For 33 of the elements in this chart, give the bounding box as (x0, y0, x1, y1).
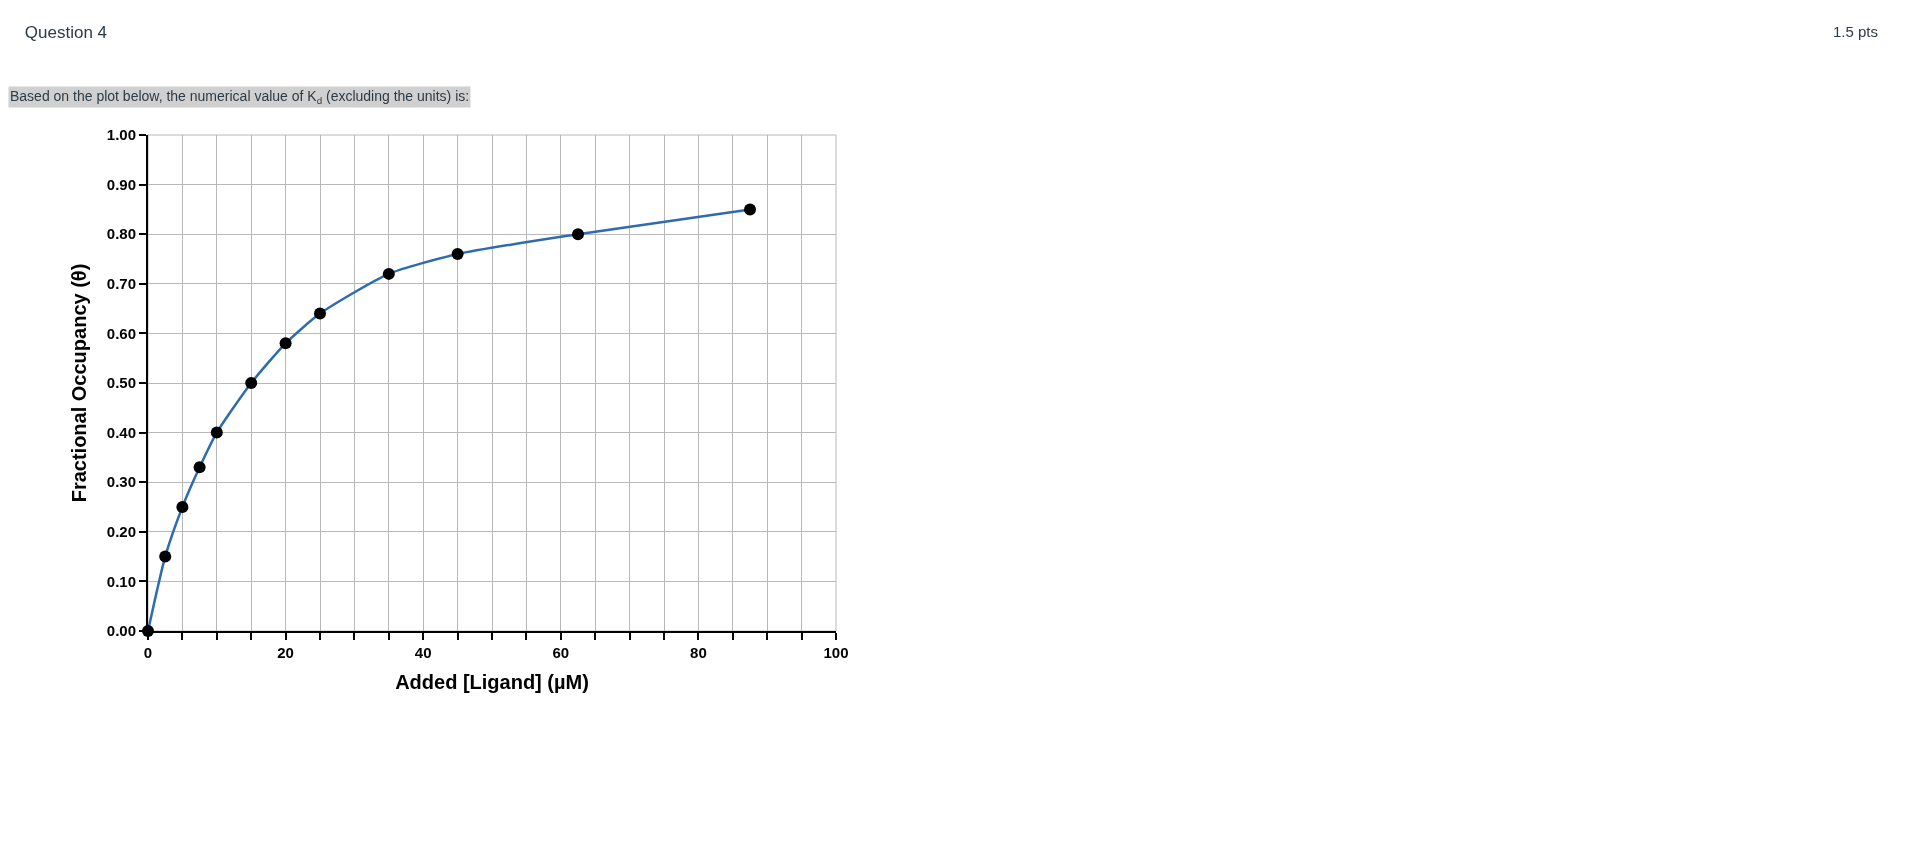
point (279, 337, 292, 350)
y-tick-label: 0.40 (106, 423, 136, 441)
point (193, 461, 206, 474)
chart-title: Question 4 (24, 22, 108, 42)
chart-subtitle: Based on the plot below, the numerical value of K$_{d}$ (excluding the units) is: (10, 88, 470, 106)
point (314, 307, 326, 320)
text: 1.5 pts (1833, 23, 1879, 40)
y-tick-label: 0.50 (106, 374, 136, 392)
point (245, 377, 258, 389)
x-tick-label: 80 (690, 644, 707, 661)
point (159, 550, 172, 563)
y-tick-label: 0.10 (106, 572, 136, 590)
y-tick-label: 0.30 (106, 473, 136, 491)
x-tick-label: 0 (143, 644, 153, 661)
y-tick-label: 0.70 (106, 275, 136, 293)
y-tick-label: 0.00 (106, 622, 136, 640)
y-tick-label: 0.20 (106, 523, 136, 541)
x-tick-label: 40 (414, 644, 432, 661)
x-tick-label: 20 (277, 644, 294, 661)
point (210, 426, 223, 439)
y-tick-label: 1.00 (106, 126, 136, 144)
x-axis-title: Added [Ligand] (µM) (395, 671, 589, 693)
point (572, 228, 584, 241)
y-axis-title: Fractional Occupancy (θ) (67, 263, 90, 503)
x-tick-label: 60 (552, 644, 570, 661)
y-tick-label: 0.80 (106, 225, 136, 243)
point (176, 501, 189, 513)
point (451, 248, 464, 261)
y-tick-label: 0.90 (106, 175, 136, 193)
point (744, 203, 756, 216)
y-tick-label: 0.60 (106, 324, 136, 342)
x-tick-label: 100 (823, 644, 849, 661)
point (382, 267, 395, 280)
